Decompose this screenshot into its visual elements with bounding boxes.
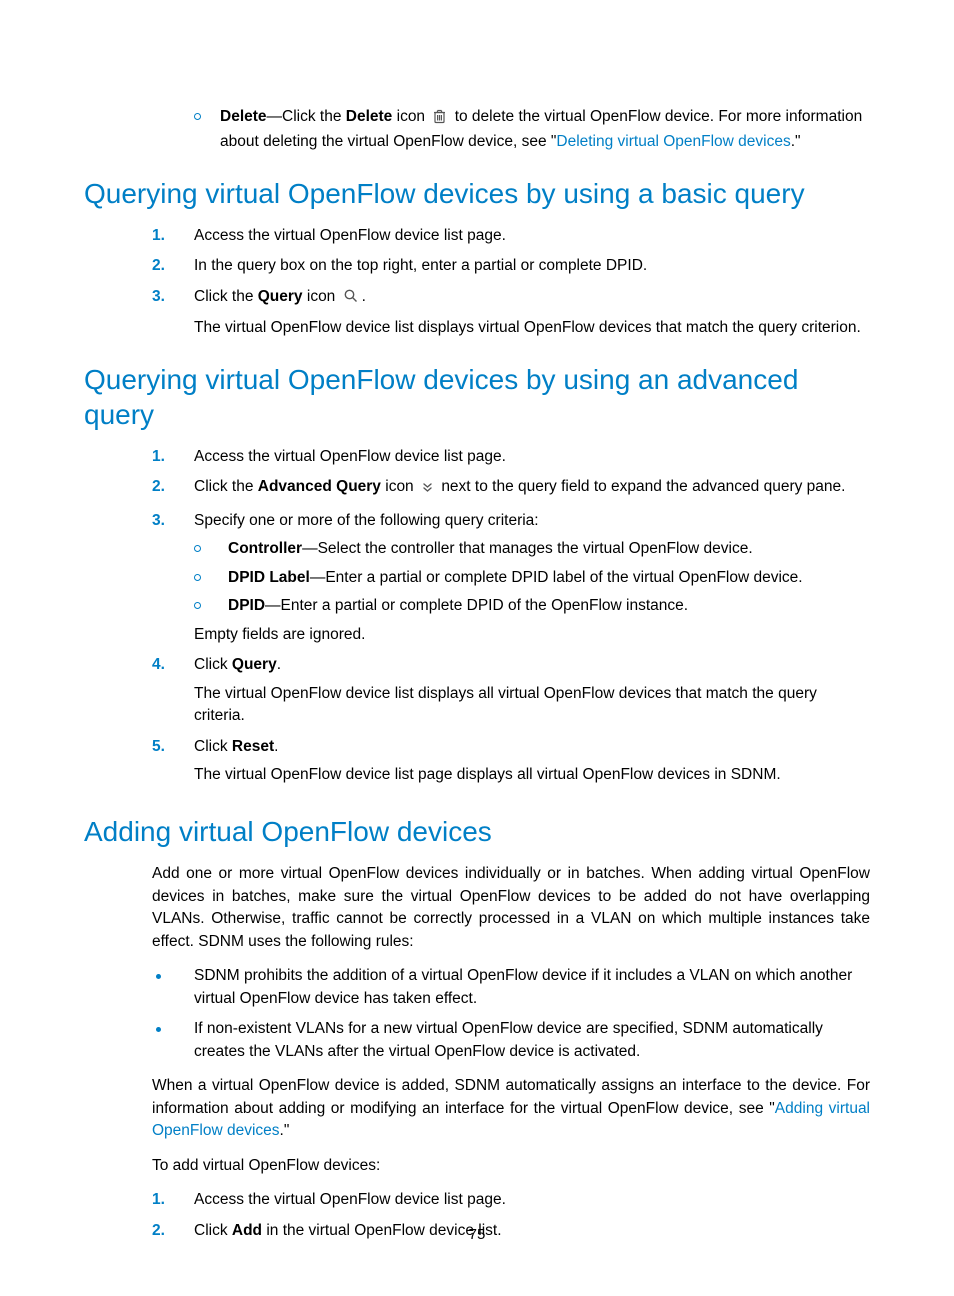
step-number: 1. bbox=[152, 446, 182, 468]
section1-steps: 1. Access the virtual OpenFlow device li… bbox=[152, 225, 870, 340]
criteria-item: Controller—Select the controller that ma… bbox=[194, 538, 870, 560]
rule-item: If non-existent VLANs for a new virtual … bbox=[152, 1018, 870, 1063]
step-number: 4. bbox=[152, 654, 182, 676]
section3-rules: SDNM prohibits the addition of a virtual… bbox=[152, 965, 870, 1063]
delete-text-before: —Click the bbox=[267, 108, 346, 125]
trash-icon bbox=[432, 108, 447, 131]
step-text-b: icon bbox=[381, 478, 418, 495]
page-number: 75 bbox=[0, 1224, 954, 1246]
step-bold: Advanced Query bbox=[258, 478, 381, 495]
step-text-b: icon bbox=[303, 288, 336, 305]
para2-a: When a virtual OpenFlow device is added,… bbox=[152, 1077, 870, 1116]
step-text-b: . bbox=[277, 656, 281, 673]
delete-list-item: Delete—Click the Delete icon to del bbox=[194, 106, 870, 154]
list-item: 1. Access the virtual OpenFlow device li… bbox=[152, 1189, 870, 1211]
step-text-b: . bbox=[274, 738, 278, 755]
delete-word: Delete bbox=[346, 108, 393, 125]
criteria-desc: —Enter a partial or complete DPID of the… bbox=[265, 597, 688, 614]
criteria-item: DPID Label—Enter a partial or complete D… bbox=[194, 567, 870, 589]
criteria-desc: —Select the controller that manages the … bbox=[302, 540, 753, 557]
delete-text-end: ." bbox=[791, 133, 801, 150]
section3-para3: To add virtual OpenFlow devices: bbox=[152, 1155, 870, 1177]
section2-heading: Querying virtual OpenFlow devices by usi… bbox=[84, 362, 870, 432]
list-item: 2. In the query box on the top right, en… bbox=[152, 255, 870, 277]
step-text-a: Click bbox=[194, 656, 232, 673]
criteria-note: Empty fields are ignored. bbox=[194, 624, 870, 646]
list-item: 1. Access the virtual OpenFlow device li… bbox=[152, 225, 870, 247]
criteria-label: DPID Label bbox=[228, 569, 310, 586]
step-bold: Query bbox=[232, 656, 277, 673]
criteria-label: Controller bbox=[228, 540, 302, 557]
criteria-list: Controller—Select the controller that ma… bbox=[194, 538, 870, 617]
step-number: 5. bbox=[152, 736, 182, 758]
criteria-item: DPID—Enter a partial or complete DPID of… bbox=[194, 595, 870, 617]
step-text: Access the virtual OpenFlow device list … bbox=[194, 448, 506, 465]
list-item: 1. Access the virtual OpenFlow device li… bbox=[152, 446, 870, 468]
list-item: 4. Click Query. The virtual OpenFlow dev… bbox=[152, 654, 870, 727]
step-text: Access the virtual OpenFlow device list … bbox=[194, 1191, 506, 1208]
step-text: In the query box on the top right, enter… bbox=[194, 257, 647, 274]
list-item: 3. Click the Query icon . The virtual Op… bbox=[152, 286, 870, 340]
step-text-a: Click the bbox=[194, 288, 258, 305]
step-number: 2. bbox=[152, 255, 182, 277]
step-bold: Query bbox=[258, 288, 303, 305]
step-text: Specify one or more of the following que… bbox=[194, 512, 539, 529]
list-item: 2. Click the Advanced Query icon next to… bbox=[152, 476, 870, 501]
step-text-c: next to the query field to expand the ad… bbox=[441, 478, 845, 495]
step-sub: The virtual OpenFlow device list display… bbox=[194, 317, 870, 339]
step-number: 1. bbox=[152, 1189, 182, 1211]
criteria-desc: —Enter a partial or complete DPID label … bbox=[310, 569, 803, 586]
delete-text-mid: icon bbox=[392, 108, 425, 125]
para2-b: ." bbox=[280, 1122, 290, 1139]
delete-bullet-list: Delete—Click the Delete icon to del bbox=[194, 106, 870, 154]
step-text-a: Click bbox=[194, 738, 232, 755]
step-text-a: Click the bbox=[194, 478, 258, 495]
rule-item: SDNM prohibits the addition of a virtual… bbox=[152, 965, 870, 1010]
step-text-c: . bbox=[362, 288, 366, 305]
list-item: 5. Click Reset. The virtual OpenFlow dev… bbox=[152, 736, 870, 787]
delete-link[interactable]: Deleting virtual OpenFlow devices bbox=[556, 133, 790, 150]
step-bold: Reset bbox=[232, 738, 274, 755]
section2-steps: 1. Access the virtual OpenFlow device li… bbox=[152, 446, 870, 787]
chevron-double-down-icon bbox=[421, 479, 434, 501]
section3-intro: Add one or more virtual OpenFlow devices… bbox=[152, 863, 870, 953]
section1-heading: Querying virtual OpenFlow devices by usi… bbox=[84, 176, 870, 211]
delete-label: Delete bbox=[220, 108, 267, 125]
section3-para2: When a virtual OpenFlow device is added,… bbox=[152, 1075, 870, 1142]
step-sub: The virtual OpenFlow device list page di… bbox=[194, 764, 870, 786]
criteria-label: DPID bbox=[228, 597, 265, 614]
list-item: 3. Specify one or more of the following … bbox=[152, 510, 870, 646]
document-page: Delete—Click the Delete icon to del bbox=[0, 0, 954, 1296]
step-number: 3. bbox=[152, 510, 182, 532]
step-number: 2. bbox=[152, 476, 182, 498]
magnifier-icon bbox=[343, 288, 359, 311]
section3-heading: Adding virtual OpenFlow devices bbox=[84, 814, 870, 849]
step-sub: The virtual OpenFlow device list display… bbox=[194, 683, 870, 728]
step-text: Access the virtual OpenFlow device list … bbox=[194, 227, 506, 244]
step-number: 3. bbox=[152, 286, 182, 308]
step-number: 1. bbox=[152, 225, 182, 247]
